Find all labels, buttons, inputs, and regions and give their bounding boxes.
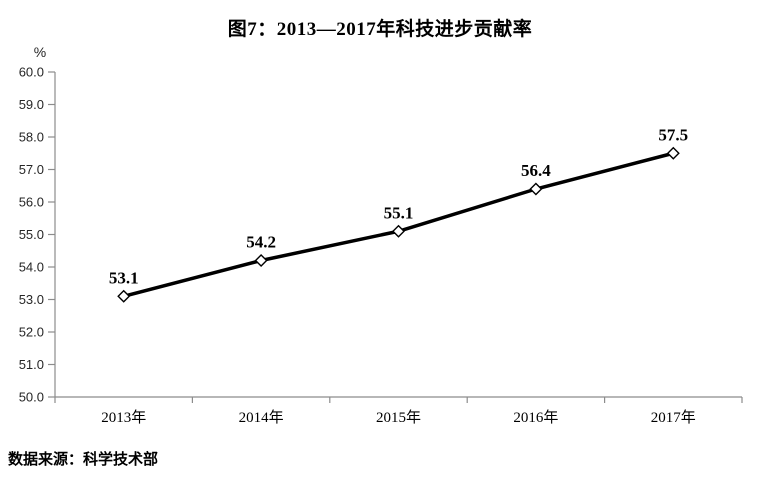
y-tick-label: 59.0 [19,97,44,112]
data-point-label: 54.2 [246,233,276,252]
y-tick-label: 51.0 [19,357,44,372]
y-tick-label: 52.0 [19,325,44,340]
y-tick-label: 50.0 [19,390,44,405]
data-point-label: 56.4 [521,161,551,180]
data-point-marker [666,146,680,160]
data-point-marker [529,182,543,196]
x-category-label: 2016年 [513,409,558,426]
data-source-note: 数据来源：科学技术部 [8,451,159,468]
y-tick-label: 55.0 [19,227,44,242]
data-point-label: 57.5 [658,125,688,144]
y-axis-unit-label: % [33,44,47,60]
x-category-label: 2017年 [651,409,696,426]
y-tick-label: 58.0 [19,130,44,145]
data-point-label: 55.1 [384,203,414,222]
data-point-label: 53.1 [109,268,139,287]
y-tick-label: 53.0 [19,292,44,307]
x-category-label: 2015年 [376,409,421,426]
data-point-marker [392,224,405,238]
x-category-label: 2014年 [239,409,284,426]
y-tick-label: 60.0 [19,65,44,80]
y-tick-label: 57.0 [19,162,44,177]
y-tick-label: 56.0 [19,195,44,210]
data-point-marker [117,289,131,303]
series-line [121,151,676,298]
chart-title: 图7：2013—2017年科技进步贡献率 [227,19,533,40]
y-tick-label: 54.0 [19,260,44,275]
x-category-label: 2013年 [101,409,146,426]
data-point-marker [254,254,268,267]
